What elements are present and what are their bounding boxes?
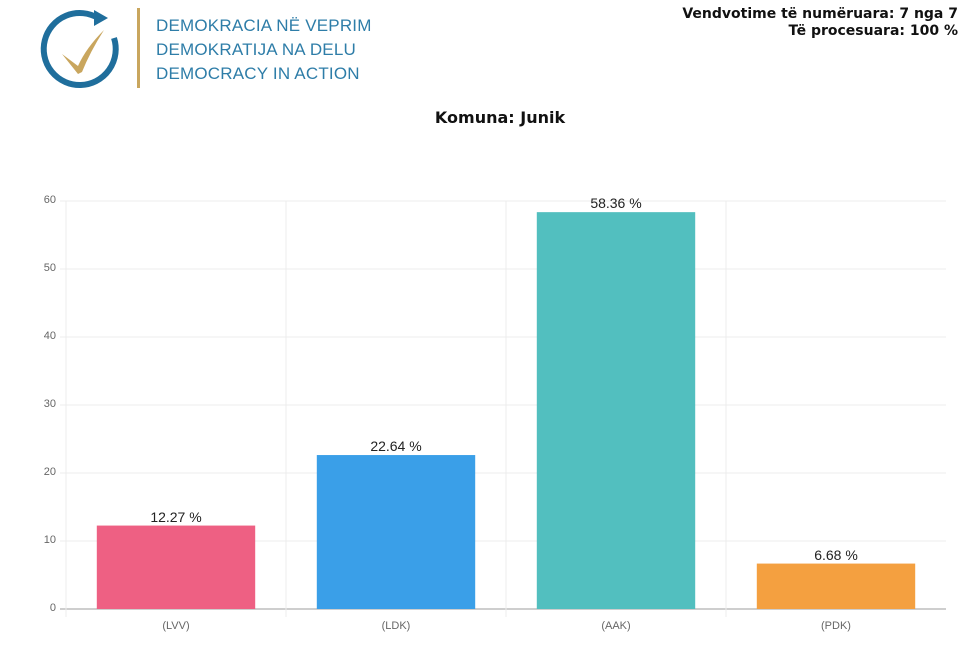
y-tick-label: 0 — [49, 602, 56, 614]
x-tick-label: (PDK) — [821, 620, 851, 632]
logo-line-albanian: DEMOKRACIA NË VEPRIM — [156, 16, 372, 35]
x-tick-label: (LVV) — [162, 620, 190, 632]
y-tick-label: 30 — [43, 398, 56, 410]
logo-line-english: DEMOCRACY IN ACTION — [156, 64, 360, 83]
bar-value-label: 22.64 % — [370, 438, 422, 455]
bar-value-label: 6.68 % — [814, 546, 858, 563]
y-tick-label: 60 — [43, 194, 56, 206]
x-tick-label: (LDK) — [381, 620, 411, 632]
bar-aak[interactable] — [536, 212, 696, 610]
logo-line-serbian: DEMOKRATIJA NA DELU — [156, 40, 356, 59]
y-tick-label: 50 — [43, 262, 56, 274]
y-tick-label: 20 — [43, 466, 56, 478]
processed-percent: Të procesuara: 100 % — [788, 23, 958, 39]
x-tick-label: (AAK) — [601, 620, 631, 632]
logo-text: DEMOKRACIA NË VEPRIM DEMOKRATIJA NA DELU… — [156, 14, 372, 86]
bar-ldk[interactable] — [316, 455, 476, 609]
bar-value-label: 58.36 % — [590, 195, 642, 212]
chart-title: Komuna: Junik — [434, 108, 566, 127]
polling-stations-counted: Vendvotime të numëruara: 7 nga 7 — [682, 6, 958, 22]
bar-lvv[interactable] — [96, 525, 256, 609]
y-tick-label: 40 — [43, 330, 56, 342]
logo-divider — [137, 8, 140, 88]
y-tick-label: 10 — [43, 534, 56, 546]
logo-icon — [40, 10, 119, 89]
bar-pdk[interactable] — [756, 563, 916, 609]
counting-status: Vendvotime të numëruara: 7 nga 7 Të proc… — [682, 6, 958, 40]
bar-value-label: 12.27 % — [150, 508, 202, 525]
